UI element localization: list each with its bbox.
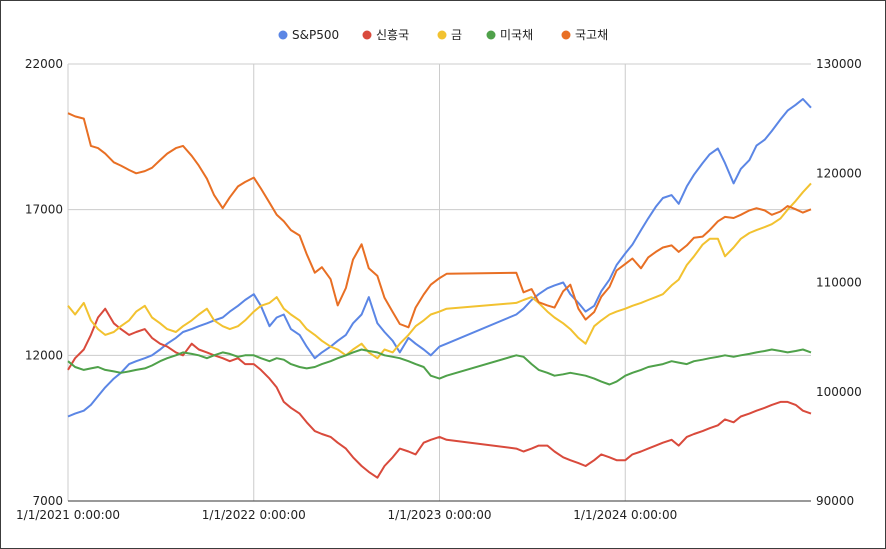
- legend-label: 신흥국: [376, 28, 409, 42]
- right-tick-label: 90000: [816, 494, 854, 508]
- legend-label: 금: [451, 28, 462, 42]
- x-tick-label: 1/1/2024 0:00:00: [573, 508, 677, 522]
- left-tick-label: 22000: [25, 57, 63, 71]
- legend-swatch: [561, 30, 571, 40]
- x-axis: 1/1/2021 0:00:00 1/1/2022 0:00:00 1/1/2023…: [16, 500, 811, 522]
- gridlines: [67, 63, 811, 502]
- series-line-미국채: [67, 348, 812, 386]
- right-y-axis: 90000 100000 110000 120000 130000: [816, 57, 862, 508]
- legend-swatch: [486, 30, 496, 40]
- left-tick-label: 17000: [25, 203, 63, 217]
- right-tick-label: 100000: [816, 385, 862, 399]
- legend-item-S&P500[interactable]: S&P500: [278, 28, 340, 42]
- legend-item-미국채[interactable]: 미국채: [486, 28, 534, 42]
- x-tick-label: 1/1/2023 0:00:00: [388, 508, 492, 522]
- series-lines: [67, 98, 812, 479]
- left-tick-label: 7000: [32, 494, 63, 508]
- legend-label: S&P500: [292, 28, 339, 42]
- series-line-S&P500: [67, 98, 812, 418]
- right-tick-label: 120000: [816, 166, 862, 180]
- left-y-axis: 7000 12000 17000 22000: [25, 57, 63, 508]
- legend-item-국고채[interactable]: 국고채: [561, 28, 609, 42]
- legend-item-금[interactable]: 금: [437, 28, 463, 42]
- legend-label: 미국채: [500, 28, 533, 42]
- left-tick-label: 12000: [25, 348, 63, 362]
- right-tick-label: 130000: [816, 57, 862, 71]
- legend-item-신흥국[interactable]: 신흥국: [362, 28, 410, 42]
- series-line-국고채: [67, 112, 812, 329]
- legend-swatch: [278, 30, 288, 40]
- x-tick-label: 1/1/2021 0:00:00: [16, 508, 120, 522]
- right-tick-label: 110000: [816, 276, 862, 290]
- legend-swatch: [437, 30, 447, 40]
- legend-swatch: [362, 30, 372, 40]
- x-tick-label: 1/1/2022 0:00:00: [202, 508, 306, 522]
- legend-label: 국고채: [575, 28, 608, 42]
- legend: S&P500 신흥국 금 미국채 국고채: [278, 28, 609, 42]
- series-line-금: [67, 182, 812, 360]
